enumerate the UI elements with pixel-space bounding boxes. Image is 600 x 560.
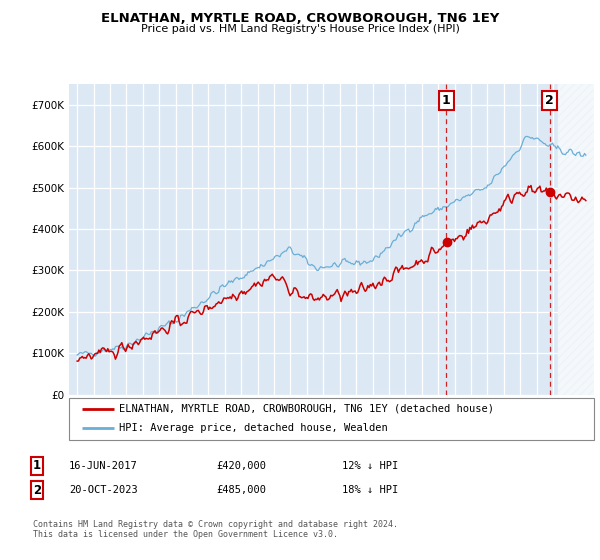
Text: Price paid vs. HM Land Registry's House Price Index (HPI): Price paid vs. HM Land Registry's House …: [140, 24, 460, 34]
Text: 12% ↓ HPI: 12% ↓ HPI: [342, 461, 398, 471]
Text: 1: 1: [442, 94, 451, 107]
Text: 16-JUN-2017: 16-JUN-2017: [69, 461, 138, 471]
Text: £420,000: £420,000: [216, 461, 266, 471]
Text: HPI: Average price, detached house, Wealden: HPI: Average price, detached house, Weal…: [119, 423, 388, 433]
Text: Contains HM Land Registry data © Crown copyright and database right 2024.
This d: Contains HM Land Registry data © Crown c…: [33, 520, 398, 539]
Text: 2: 2: [33, 483, 41, 497]
FancyBboxPatch shape: [69, 398, 594, 440]
Bar: [558, 84, 600, 395]
Text: £485,000: £485,000: [216, 485, 266, 495]
Bar: [558, 84, 600, 395]
Text: ELNATHAN, MYRTLE ROAD, CROWBOROUGH, TN6 1EY: ELNATHAN, MYRTLE ROAD, CROWBOROUGH, TN6 …: [101, 12, 499, 25]
Text: 20-OCT-2023: 20-OCT-2023: [69, 485, 138, 495]
Text: 2: 2: [545, 94, 554, 107]
Text: 1: 1: [33, 459, 41, 473]
Text: 18% ↓ HPI: 18% ↓ HPI: [342, 485, 398, 495]
Text: ELNATHAN, MYRTLE ROAD, CROWBOROUGH, TN6 1EY (detached house): ELNATHAN, MYRTLE ROAD, CROWBOROUGH, TN6 …: [119, 404, 494, 414]
